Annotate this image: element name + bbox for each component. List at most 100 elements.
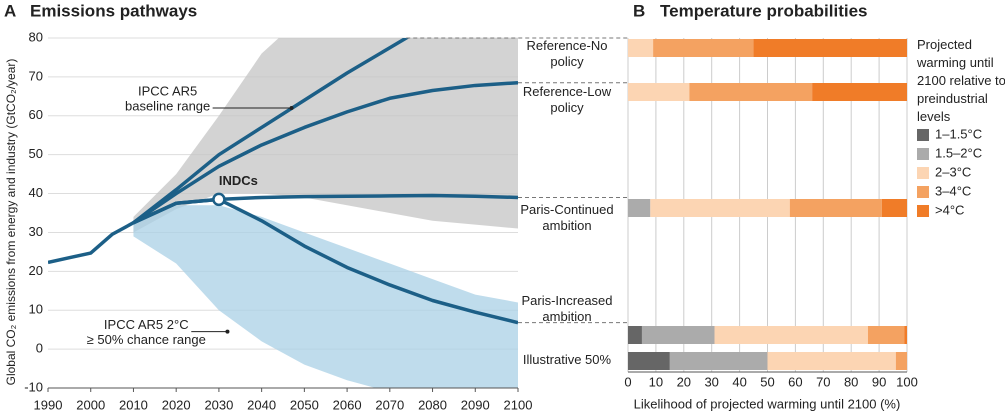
- legend-swatch: [917, 205, 929, 217]
- x-tick-label: 0: [624, 374, 631, 389]
- chart-title: Emissions pathways: [30, 1, 197, 20]
- category-line: policy: [550, 54, 584, 69]
- chart-title: Temperature probabilities: [660, 1, 868, 20]
- bar-segment: [669, 352, 768, 370]
- x-tick-label: 2020: [162, 397, 191, 412]
- x-tick-label: 2010: [119, 397, 148, 412]
- legend-swatch: [917, 129, 929, 141]
- annotation-line: baseline range: [125, 99, 210, 114]
- series-line: [132, 80, 518, 225]
- series-line: [132, 197, 518, 325]
- bar-segment: [753, 39, 907, 57]
- legend-swatch: [917, 148, 929, 160]
- x-tick-label: 2080: [418, 397, 447, 412]
- x-tick-label: 50: [760, 374, 774, 389]
- category-label: Reference-Low policy: [523, 84, 612, 115]
- panel-label: B: [633, 1, 645, 20]
- series-line: [48, 221, 135, 265]
- bar-segment: [689, 83, 813, 101]
- x-tick-label: 20: [677, 374, 691, 389]
- x-tick-label: 40: [732, 374, 746, 389]
- x-tick-label: 2090: [461, 397, 490, 412]
- category-label: Reference-No policy: [527, 38, 608, 69]
- legend-title: Projected warming until 2100 relative to pr…: [916, 37, 1005, 124]
- range-area: [133, 38, 518, 233]
- legend-label: 1–1.5°C: [935, 126, 982, 141]
- y-tick-label: 80: [29, 29, 43, 44]
- x-tick-label: 2040: [247, 397, 276, 412]
- category-line: Illustrative 50%: [523, 352, 612, 367]
- x-tick-label: 90: [872, 374, 886, 389]
- y-tick-label: 50: [29, 146, 43, 161]
- bar-segment: [628, 326, 642, 344]
- bar-segment: [881, 199, 907, 217]
- annotation: INDCs: [219, 173, 258, 188]
- bar-segment: [650, 199, 790, 217]
- legend-title-line: 2100 relative to: [917, 73, 1005, 88]
- annotation-line: IPCC AR5 2°C: [104, 317, 189, 332]
- category-line: ambition: [542, 218, 591, 233]
- y-tick-label: 20: [29, 263, 43, 278]
- y-tick-label: 40: [29, 185, 43, 200]
- bar-segment: [812, 83, 907, 101]
- y-tick-label: -10: [24, 379, 43, 394]
- bar-segment: [895, 352, 907, 370]
- indc-marker: [212, 192, 226, 207]
- y-tick-label: 30: [29, 224, 43, 239]
- x-tick-label: 80: [844, 374, 858, 389]
- bar-segment: [628, 39, 654, 57]
- category-line: ambition: [542, 309, 591, 324]
- legend-label: >4°C: [935, 202, 964, 217]
- x-tick-label: 10: [649, 374, 663, 389]
- legend-swatch: [917, 167, 929, 179]
- legend-label: 1.5–2°C: [935, 145, 982, 160]
- category-line: Reference-No: [527, 38, 608, 53]
- x-tick-label: 2000: [76, 397, 105, 412]
- bar-segment: [628, 83, 690, 101]
- bar-segment: [867, 326, 905, 344]
- x-axis-label: Likelihood of projected warming until 21…: [634, 396, 901, 411]
- category-line: policy: [550, 100, 584, 115]
- bar-segment: [628, 352, 670, 370]
- category-label: Paris-Increased ambition: [521, 293, 612, 324]
- category-line: Paris-Continued: [520, 202, 613, 217]
- legend-title-line: levels: [917, 109, 951, 124]
- x-tick-label: 70: [816, 374, 830, 389]
- category-label: Illustrative 50%: [523, 352, 612, 367]
- legend-swatch: [917, 186, 929, 198]
- bar-segment: [714, 326, 868, 344]
- legend-title-line: warming until: [916, 55, 994, 70]
- bar-segment: [628, 199, 651, 217]
- x-tick-label: 30: [704, 374, 718, 389]
- y-tick-label: 10: [29, 302, 43, 317]
- bar-segment: [653, 39, 754, 57]
- panel-label: A: [4, 1, 16, 20]
- legend-label: 3–4°C: [935, 183, 971, 198]
- y-axis-label: Global CO₂ emissions from energy and ind…: [4, 59, 18, 386]
- bar-segment: [767, 352, 896, 370]
- annotation: IPCC AR5 2°C ≥ 50% chance range: [87, 317, 206, 347]
- annotation-line: INDCs: [219, 173, 258, 188]
- category-label: Paris-Continued ambition: [520, 202, 613, 233]
- x-tick-label: 2070: [375, 397, 404, 412]
- annotation: IPCC AR5 baseline range: [125, 84, 210, 114]
- y-tick-label: 0: [36, 341, 43, 356]
- legend-label: 2–3°C: [935, 164, 971, 179]
- x-tick-label: 2030: [204, 397, 233, 412]
- x-tick-label: 2060: [333, 397, 362, 412]
- bar-segment: [641, 326, 715, 344]
- legend-title-line: preindustrial: [917, 91, 988, 106]
- x-tick-label: 60: [788, 374, 802, 389]
- legend-title-line: Projected: [917, 37, 972, 52]
- x-tick-label: 1990: [34, 397, 63, 412]
- bar-segment: [904, 326, 907, 344]
- bar-segment: [789, 199, 882, 217]
- category-line: Paris-Increased: [521, 293, 612, 308]
- leader-dot: [289, 106, 294, 110]
- leader-dot: [225, 329, 230, 334]
- x-tick-label: 100: [896, 374, 918, 389]
- category-line: Reference-Low: [523, 84, 612, 99]
- annotation-line: ≥ 50% chance range: [87, 332, 206, 347]
- x-tick-label: 2100: [504, 397, 533, 412]
